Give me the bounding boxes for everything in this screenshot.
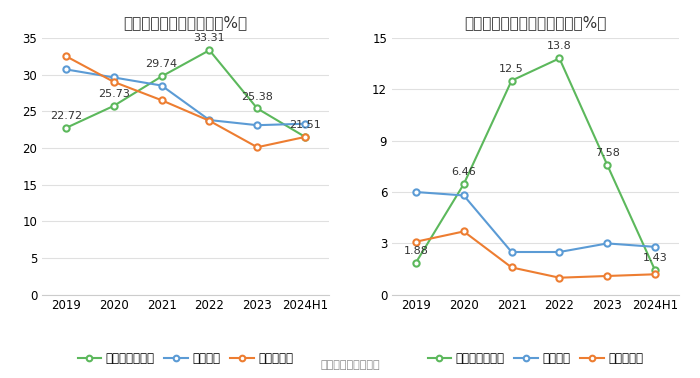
- 行业均值: [205, 118, 214, 122]
- 行业均值: [460, 193, 468, 198]
- 行业中位数: [62, 54, 70, 59]
- 行业中位数: [412, 239, 420, 244]
- 有息资产负债率: [603, 163, 612, 167]
- Text: 33.31: 33.31: [194, 33, 225, 43]
- Text: 1.43: 1.43: [643, 253, 668, 263]
- 公司资产负债率: [62, 126, 70, 130]
- 行业均值: [158, 83, 166, 88]
- 行业均值: [109, 75, 118, 80]
- 公司资产负债率: [109, 104, 118, 108]
- 行业中位数: [508, 265, 516, 270]
- 公司资产负债率: [253, 106, 262, 111]
- 有息资产负债率: [412, 260, 420, 265]
- Text: 1.88: 1.88: [403, 246, 428, 256]
- 行业中位数: [555, 276, 564, 280]
- Legend: 有息资产负债率, 行业均值, 行业中位数: 有息资产负债率, 行业均值, 行业中位数: [423, 347, 648, 369]
- Text: 25.73: 25.73: [98, 89, 130, 99]
- Text: 数据来源：恒生聚源: 数据来源：恒生聚源: [320, 361, 380, 370]
- 行业均值: [412, 190, 420, 194]
- 行业中位数: [205, 119, 214, 123]
- Line: 行业均值: 行业均值: [63, 66, 308, 128]
- Line: 有息资产负债率: 有息资产负债率: [413, 55, 658, 273]
- Line: 行业中位数: 行业中位数: [63, 53, 308, 150]
- 公司资产负债率: [205, 48, 214, 53]
- 行业均值: [555, 250, 564, 254]
- 行业均值: [508, 250, 516, 254]
- 公司资产负债率: [158, 74, 166, 79]
- 有息资产负债率: [508, 78, 516, 83]
- Legend: 公司资产负债率, 行业均值, 行业中位数: 公司资产负债率, 行业均值, 行业中位数: [73, 347, 298, 369]
- 行业中位数: [158, 98, 166, 102]
- 行业均值: [301, 121, 309, 126]
- 有息资产负债率: [460, 182, 468, 186]
- Line: 行业中位数: 行业中位数: [413, 228, 658, 281]
- 行业中位数: [301, 135, 309, 139]
- Text: 7.58: 7.58: [595, 148, 620, 158]
- Text: 12.5: 12.5: [499, 64, 524, 74]
- 行业中位数: [253, 145, 262, 149]
- Text: 22.72: 22.72: [50, 111, 82, 121]
- 有息资产负债率: [555, 56, 564, 60]
- 有息资产负债率: [651, 268, 659, 273]
- 行业均值: [651, 245, 659, 249]
- 行业中位数: [603, 274, 612, 278]
- 行业中位数: [651, 272, 659, 277]
- 行业中位数: [109, 80, 118, 84]
- 行业中位数: [460, 229, 468, 234]
- 行业均值: [62, 67, 70, 72]
- Text: 29.74: 29.74: [146, 59, 178, 70]
- 行业均值: [603, 241, 612, 246]
- Text: 25.38: 25.38: [241, 91, 273, 102]
- Line: 行业均值: 行业均值: [413, 189, 658, 255]
- Text: 21.51: 21.51: [289, 120, 321, 130]
- Title: 近年来资产负债率情况（%）: 近年来资产负债率情况（%）: [123, 15, 248, 30]
- Line: 公司资产负债率: 公司资产负债率: [63, 47, 308, 140]
- 行业均值: [253, 123, 262, 127]
- 公司资产负债率: [301, 135, 309, 139]
- Text: 6.46: 6.46: [452, 167, 476, 177]
- Title: 近年来有息资产负债率情况（%）: 近年来有息资产负债率情况（%）: [464, 15, 607, 30]
- Text: 13.8: 13.8: [547, 42, 572, 51]
